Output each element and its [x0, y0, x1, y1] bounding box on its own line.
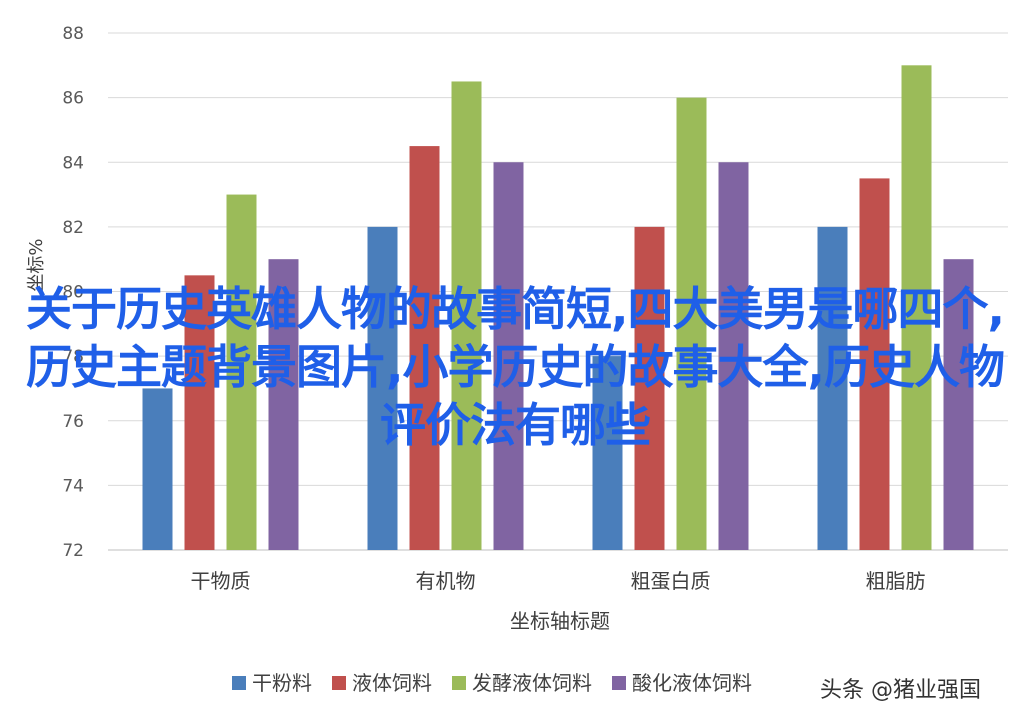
bar: [943, 259, 974, 550]
legend-swatch: [332, 676, 346, 690]
y-tick-label: 86: [62, 89, 84, 109]
x-tick-label: 粗脂肪: [866, 569, 926, 593]
bar: [718, 162, 749, 550]
bar: [676, 97, 707, 550]
bar: [901, 65, 932, 550]
watermark: 头条 @猪业强国: [820, 678, 981, 703]
y-tick-label: 84: [62, 153, 84, 173]
y-tick-label: 88: [62, 24, 84, 44]
legend-label: 干粉料: [252, 671, 312, 695]
legend-swatch: [612, 676, 626, 690]
x-tick-label: 有机物: [416, 569, 476, 593]
legend-swatch: [452, 676, 466, 690]
bar: [226, 194, 257, 550]
bar: [451, 81, 482, 550]
y-tick-label: 76: [62, 412, 84, 432]
bar: [817, 226, 848, 550]
legend-label: 液体饲料: [352, 671, 432, 695]
bar: [592, 356, 623, 550]
bar: [409, 146, 440, 550]
x-tick-label: 粗蛋白质: [631, 569, 711, 593]
y-axis-title: 坐标%: [26, 238, 47, 291]
x-tick-label: 干物质: [191, 569, 251, 593]
bar: [184, 275, 215, 550]
y-tick-label: 78: [62, 347, 84, 367]
legend-swatch: [232, 676, 246, 690]
legend-label: 酸化液体饲料: [632, 671, 752, 695]
bar: [493, 162, 524, 550]
bar: [142, 388, 173, 550]
y-tick-label: 82: [62, 218, 84, 238]
y-tick-label: 72: [62, 541, 84, 561]
bar: [367, 226, 398, 550]
x-axis-title: 坐标轴标题: [510, 609, 610, 633]
legend-label: 发酵液体饲料: [472, 671, 592, 695]
overlay-title: 关于历史英雄人物的故事简短,四大美男是哪四个,历史主题背景图片,小学历史的故事大…: [26, 282, 1005, 452]
y-tick-label: 74: [62, 476, 84, 496]
bar: [268, 259, 299, 550]
bar: [859, 178, 890, 550]
bar: [634, 226, 665, 550]
y-tick-label: 80: [62, 283, 84, 303]
